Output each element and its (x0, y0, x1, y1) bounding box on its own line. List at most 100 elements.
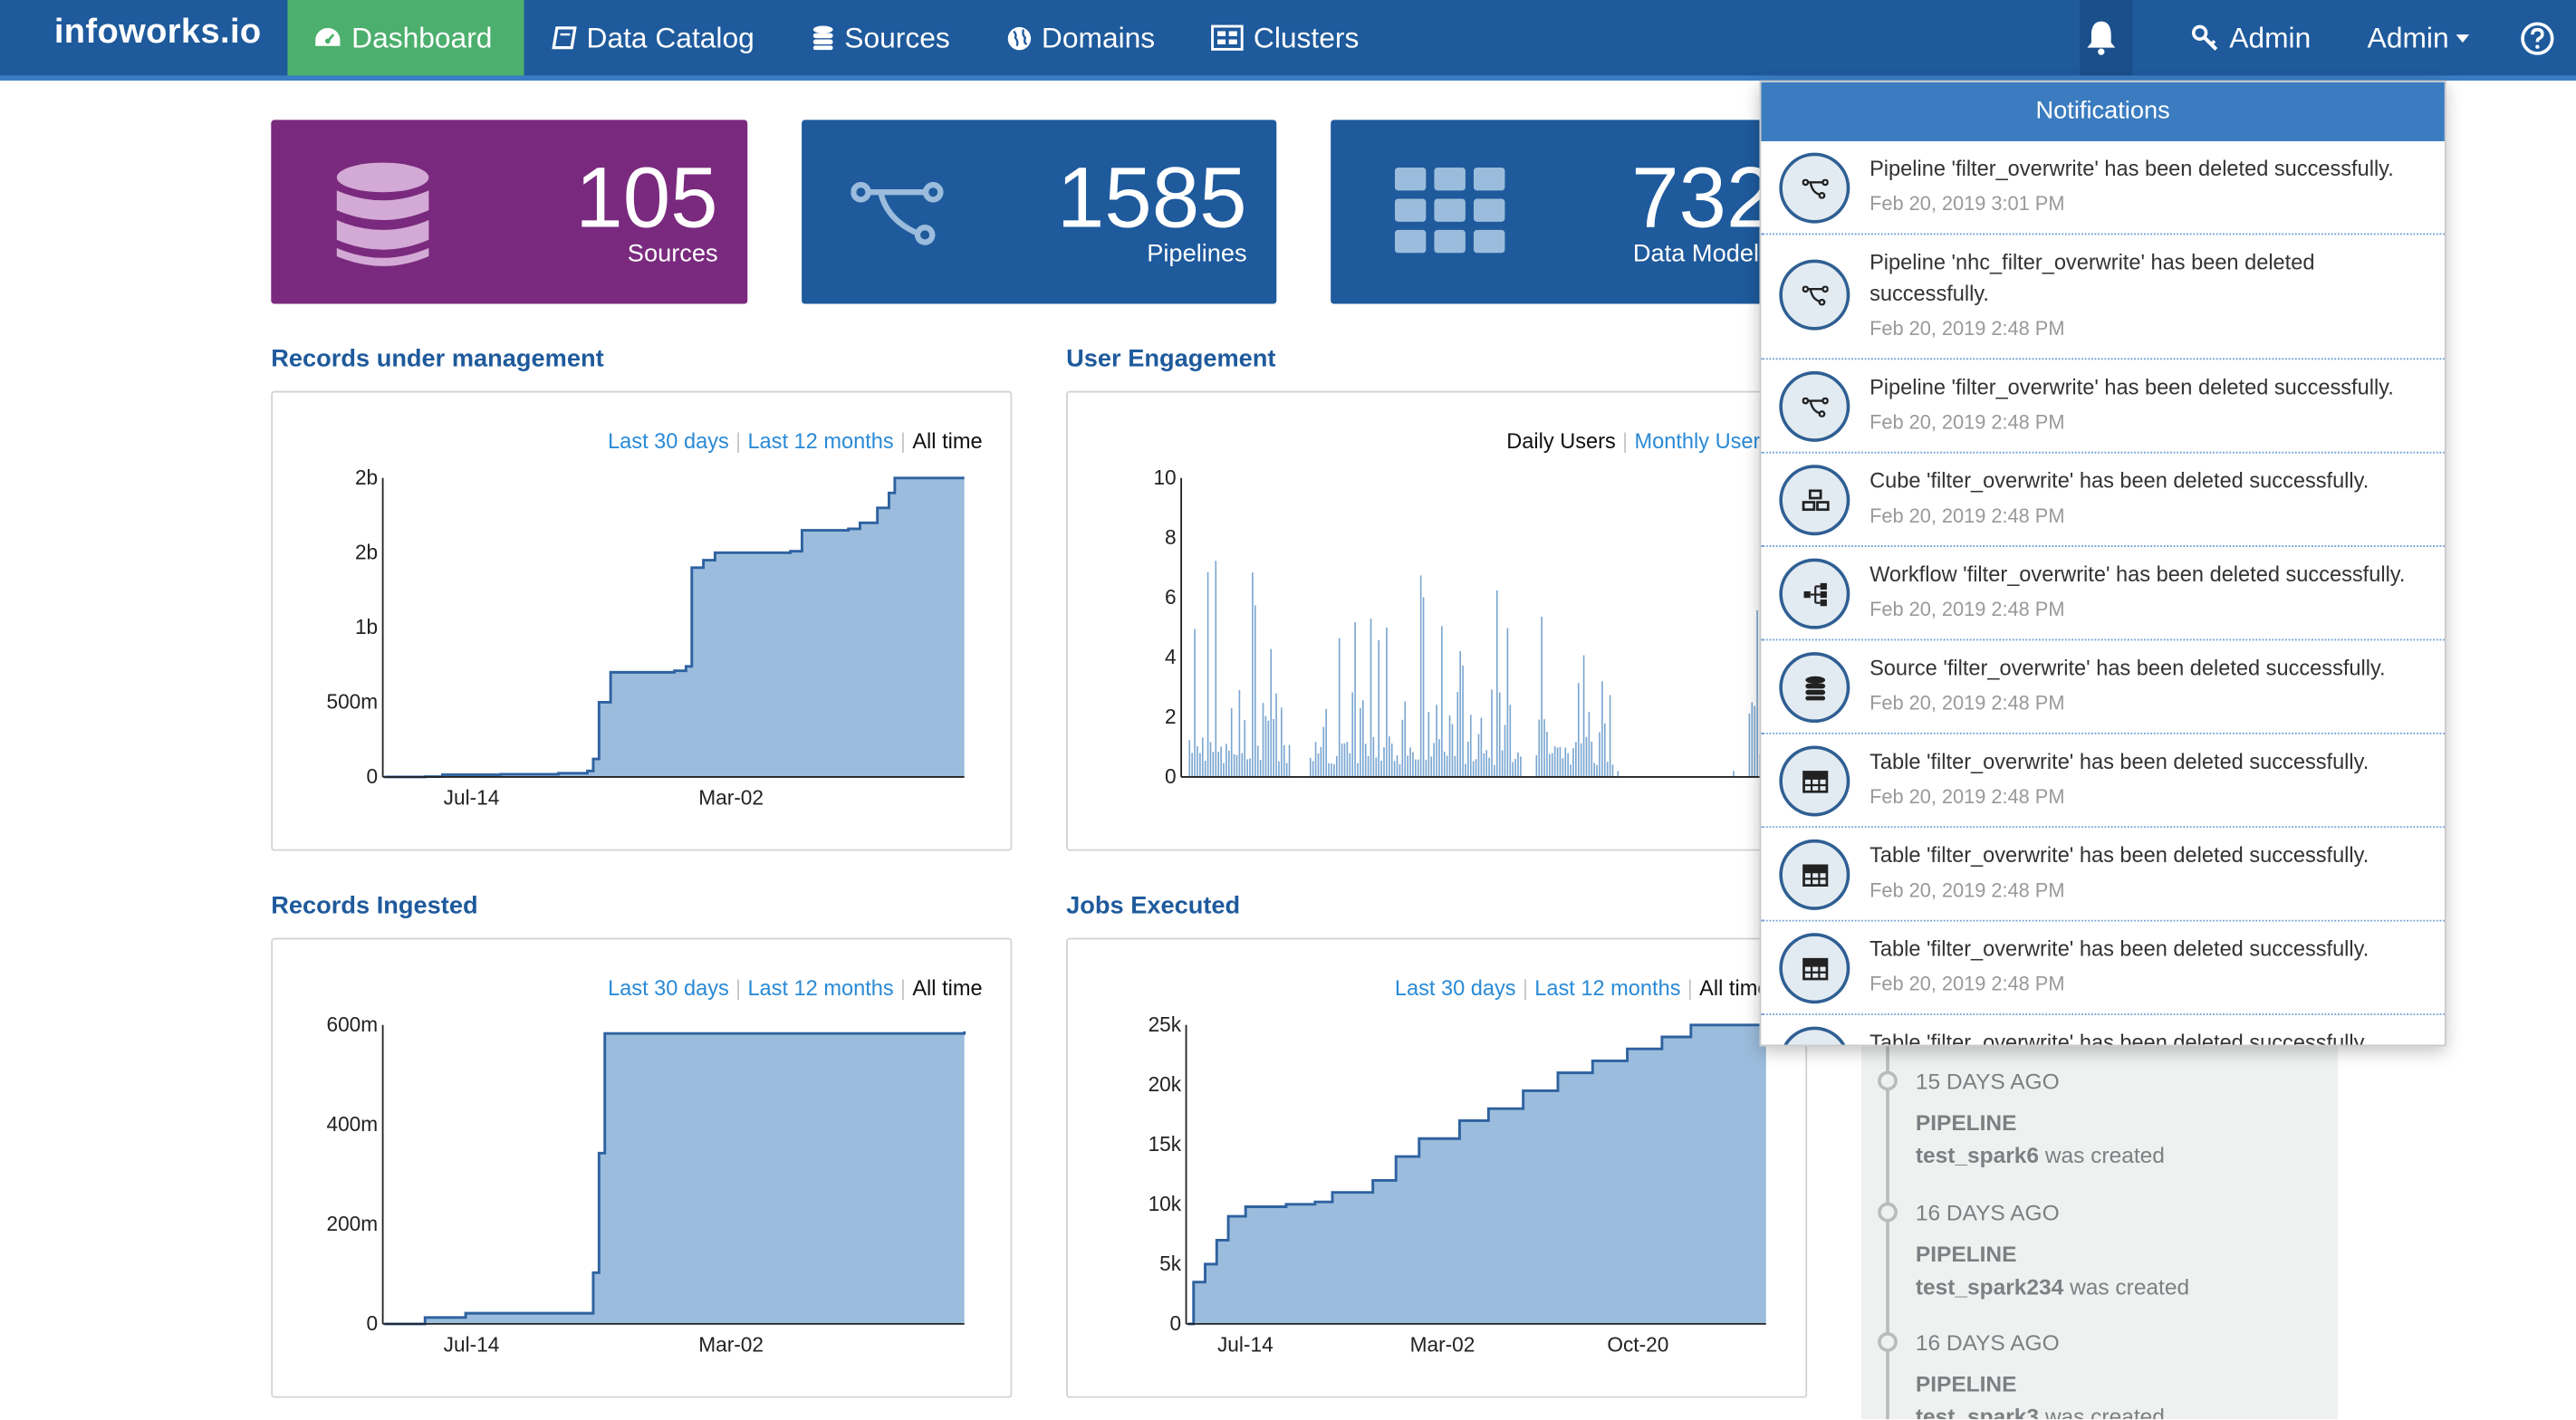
engagement-bar (1317, 753, 1320, 777)
pipeline-icon (1779, 152, 1850, 224)
jobs-executed-panel: Last 30 days | Last 12 months | All time 0 5k… (1066, 937, 1808, 1398)
notification-item[interactable]: Pipeline 'filter_overwrite' has been del… (1761, 141, 2445, 235)
daily-users-toggle[interactable]: Daily Users (1506, 428, 1616, 454)
stat-card-sources[interactable]: 105 Sources (271, 120, 748, 304)
notification-item[interactable]: Table 'filter_overwrite' has been delete… (1761, 1015, 2445, 1045)
y-tick-label: 10k (1149, 1192, 1182, 1215)
user-engagement-chart: 0 2 4 6 8 10 (1153, 465, 1792, 788)
engagement-bar (1273, 718, 1274, 777)
notifications-bell[interactable] (2080, 0, 2133, 76)
range-last-12-months[interactable]: Last 12 months (1534, 975, 1681, 1001)
notification-item[interactable]: Table 'filter_overwrite' has been delete… (1761, 734, 2445, 829)
y-tick-label: 5k (1159, 1252, 1182, 1275)
database-icon (812, 25, 833, 51)
sources-label: Sources (627, 239, 718, 268)
x-tick-label: Mar-02 (1410, 1333, 1475, 1357)
timeline-entry: test_spark3 was created (1916, 1405, 2165, 1419)
timeline-entity-name[interactable]: test_spark3 (1915, 1404, 2040, 1420)
engagement-bar (1378, 639, 1380, 777)
engagement-bar (1230, 707, 1233, 777)
engagement-bar (1448, 715, 1451, 777)
engagement-bar (1278, 761, 1280, 777)
nav-domains[interactable]: Domains (1007, 0, 1155, 75)
engagement-bar (1599, 732, 1600, 777)
y-tick-label: 2b (355, 465, 378, 489)
engagement-bar (1441, 626, 1443, 777)
timeline-entity-name[interactable]: test_spark6 (1915, 1143, 2040, 1168)
engagement-bar (1577, 683, 1580, 777)
engagement-bar (1462, 666, 1464, 777)
help-button[interactable] (2520, 0, 2564, 75)
area-line (1187, 1023, 1766, 1326)
engagement-bar (1546, 732, 1548, 777)
range-last-12-months[interactable]: Last 12 months (747, 428, 894, 454)
engagement-bar (1538, 719, 1541, 777)
range-last-30-days[interactable]: Last 30 days (1394, 975, 1516, 1001)
y-tick-label: 2b (355, 541, 378, 564)
notification-item[interactable]: Table 'filter_overwrite' has been delete… (1761, 922, 2445, 1015)
table-icon (1779, 1026, 1850, 1045)
notification-message: Pipeline 'filter_overwrite' has been del… (1870, 156, 2394, 181)
timeline-action: was created (2044, 1143, 2165, 1168)
nav-data-catalog[interactable]: Data Catalog (552, 0, 755, 75)
notification-item[interactable]: Table 'filter_overwrite' has been delete… (1761, 828, 2445, 922)
admin-user-menu[interactable]: Admin (2368, 0, 2469, 75)
engagement-bar (1596, 764, 1598, 777)
monthly-users-toggle[interactable]: Monthly Users (1634, 428, 1772, 454)
notification-item[interactable]: Source 'filter_overwrite' has been delet… (1761, 640, 2445, 734)
brand-logo[interactable]: infoworks.io (53, 13, 262, 52)
nav-clusters[interactable]: Clusters (1211, 0, 1359, 75)
engagement-bar (1357, 763, 1359, 777)
engagement-bar (1212, 752, 1215, 777)
notification-item[interactable]: Cube 'filter_overwrite' has been deleted… (1761, 454, 2445, 547)
range-last-30-days[interactable]: Last 30 days (608, 975, 729, 1001)
range-all-time[interactable]: All time (912, 428, 983, 454)
nav-admin[interactable]: Admin (2191, 0, 2311, 75)
notification-message: Source 'filter_overwrite' has been delet… (1870, 655, 2386, 680)
engagement-bar (1580, 743, 1582, 777)
top-navbar: infoworks.io Dashboard Data Catalog Sour… (0, 0, 2576, 81)
engagement-bar (1270, 648, 1273, 777)
engagement-bar (1341, 743, 1343, 777)
notification-item[interactable]: Pipeline 'nhc_filter_overwrite' has been… (1761, 235, 2445, 360)
engagement-bar (1194, 628, 1196, 777)
engagement-bar (1407, 755, 1408, 777)
stat-card-pipelines[interactable]: 1585 Pipelines (802, 120, 1277, 304)
notification-item[interactable]: Pipeline 'filter_overwrite' has been del… (1761, 360, 2445, 454)
range-separator: | (735, 975, 742, 1001)
x-tick-label: Jul-14 (444, 1333, 500, 1357)
engagement-bar (1386, 627, 1388, 777)
dashboard-icon (315, 27, 341, 46)
x-tick-label: Mar-02 (698, 1333, 764, 1357)
engagement-bar (1281, 707, 1283, 777)
pipeline-icon (1779, 259, 1850, 331)
range-last-12-months[interactable]: Last 12 months (747, 975, 894, 1001)
engagement-bar (1469, 715, 1472, 777)
admin-user-label: Admin (2367, 20, 2449, 53)
globe-icon (1007, 26, 1032, 50)
engagement-bar (1433, 743, 1435, 777)
notification-item[interactable]: Workflow 'filter_overwrite' has been del… (1761, 547, 2445, 641)
pipeline-icon (851, 181, 944, 245)
stat-card-data-models[interactable]: 732 Data Models (1331, 120, 1808, 304)
range-separator: | (899, 975, 907, 1001)
engagement-bar (1430, 756, 1433, 777)
range-separator: | (1687, 975, 1693, 1001)
engagement-bar (1412, 752, 1414, 777)
notification-time: Feb 20, 2019 2:48 PM (1870, 317, 2065, 341)
range-last-30-days[interactable]: Last 30 days (608, 428, 729, 454)
y-tick-label: 20k (1149, 1072, 1182, 1096)
engagement-bar (1389, 736, 1390, 777)
table-icon (1779, 839, 1850, 910)
records-mgmt-range: Last 30 days | Last 12 months | All time (608, 428, 983, 453)
engagement-bar (1259, 760, 1262, 777)
range-separator: | (1622, 428, 1629, 454)
nav-sources[interactable]: Sources (812, 0, 950, 75)
engagement-bar (1446, 755, 1448, 777)
y-tick-label: 0 (1165, 764, 1177, 788)
range-all-time[interactable]: All time (912, 975, 983, 1001)
nav-dashboard[interactable]: Dashboard (287, 0, 524, 76)
engagement-bar (1201, 737, 1204, 777)
timeline-entity-name[interactable]: test_spark234 (1915, 1274, 2064, 1300)
range-all-time[interactable]: All time (1699, 975, 1770, 1001)
